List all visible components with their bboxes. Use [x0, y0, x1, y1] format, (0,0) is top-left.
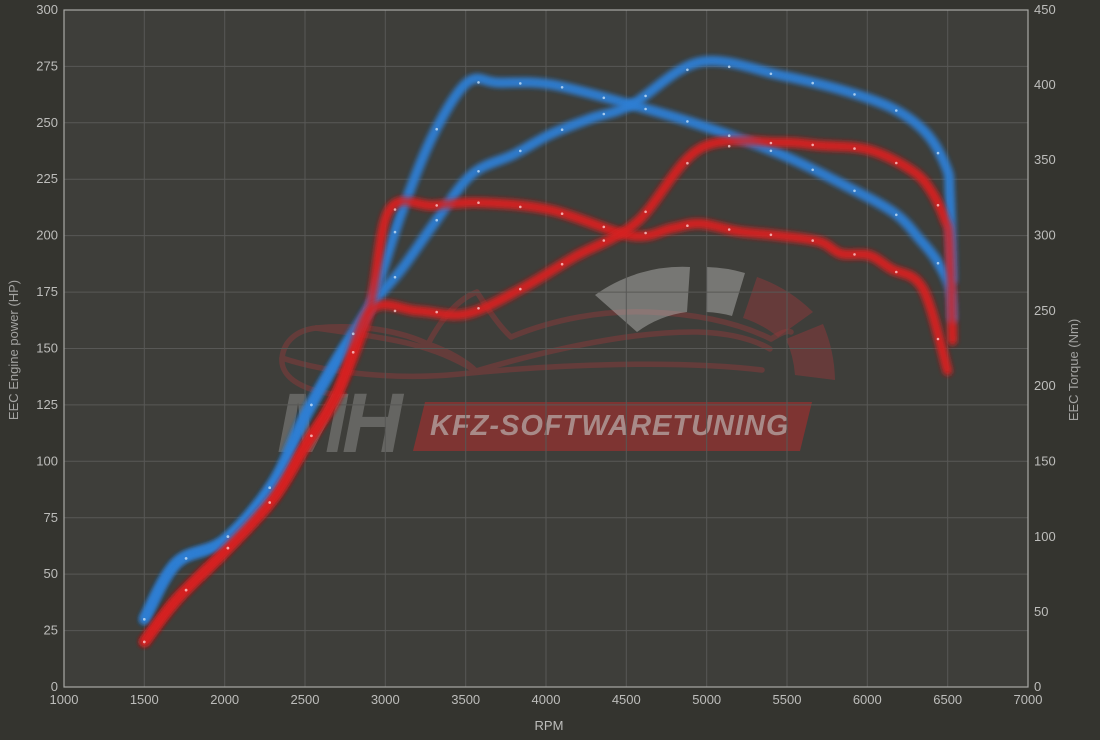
svg-text:350: 350	[1034, 152, 1056, 167]
svg-text:5000: 5000	[692, 692, 721, 707]
svg-text:7000: 7000	[1014, 692, 1043, 707]
svg-text:275: 275	[36, 58, 58, 73]
svg-text:5500: 5500	[773, 692, 802, 707]
svg-text:225: 225	[36, 171, 58, 186]
svg-text:200: 200	[1034, 378, 1056, 393]
svg-text:100: 100	[36, 453, 58, 468]
svg-text:400: 400	[1034, 77, 1056, 92]
svg-text:50: 50	[1034, 604, 1048, 619]
svg-text:250: 250	[1034, 303, 1056, 318]
svg-text:EEC Engine power (HP): EEC Engine power (HP)	[6, 280, 21, 420]
svg-text:1000: 1000	[50, 692, 79, 707]
svg-text:75: 75	[44, 510, 58, 525]
svg-text:50: 50	[44, 566, 58, 581]
svg-text:175: 175	[36, 284, 58, 299]
svg-text:250: 250	[36, 115, 58, 130]
svg-text:6000: 6000	[853, 692, 882, 707]
svg-text:4500: 4500	[612, 692, 641, 707]
svg-text:EEC Torque (Nm): EEC Torque (Nm)	[1066, 319, 1081, 421]
svg-text:300: 300	[1034, 228, 1056, 243]
svg-text:300: 300	[36, 2, 58, 17]
svg-text:2500: 2500	[291, 692, 320, 707]
svg-text:25: 25	[44, 623, 58, 638]
svg-text:KFZ-SOFTWARETUNING: KFZ-SOFTWARETUNING	[430, 410, 790, 442]
svg-text:200: 200	[36, 228, 58, 243]
svg-text:3500: 3500	[451, 692, 480, 707]
svg-text:3000: 3000	[371, 692, 400, 707]
svg-text:100: 100	[1034, 529, 1056, 544]
svg-text:2000: 2000	[210, 692, 239, 707]
svg-text:6500: 6500	[933, 692, 962, 707]
svg-text:150: 150	[1034, 453, 1056, 468]
svg-text:125: 125	[36, 397, 58, 412]
svg-text:1500: 1500	[130, 692, 159, 707]
svg-text:150: 150	[36, 341, 58, 356]
svg-text:450: 450	[1034, 2, 1056, 17]
svg-text:RPM: RPM	[535, 718, 564, 733]
svg-text:4000: 4000	[532, 692, 561, 707]
